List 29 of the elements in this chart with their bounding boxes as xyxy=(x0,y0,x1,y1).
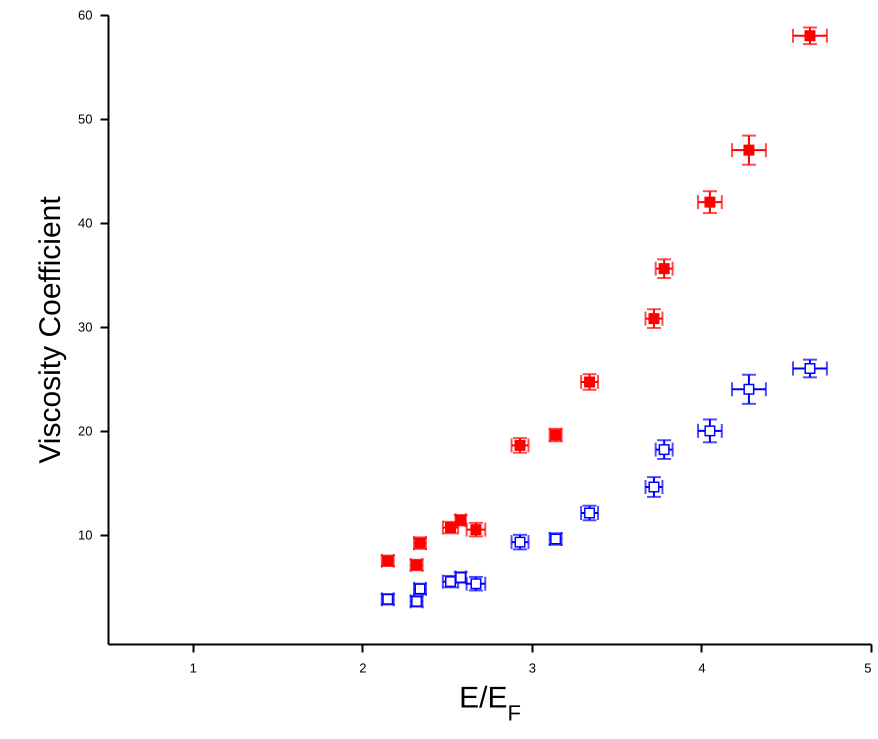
point xyxy=(658,444,670,456)
y-tick-label: 50 xyxy=(78,111,92,126)
y-tick-label: 40 xyxy=(78,215,92,230)
point xyxy=(514,536,526,548)
point xyxy=(514,440,526,451)
point xyxy=(584,376,596,388)
y-tick-label: 30 xyxy=(78,319,92,334)
y-tick-label: 20 xyxy=(78,423,92,438)
y-tick-label: 10 xyxy=(78,527,92,542)
point xyxy=(584,508,596,518)
point xyxy=(704,425,716,436)
point xyxy=(804,30,816,42)
x-tick-label: 2 xyxy=(359,660,366,676)
x-axis-title: E/E$_{F}$ xyxy=(459,682,521,725)
point xyxy=(648,482,660,493)
point xyxy=(470,524,482,536)
x-tick-label: 3 xyxy=(528,660,536,676)
point xyxy=(658,263,670,274)
point xyxy=(648,313,660,324)
point xyxy=(704,196,716,208)
x-tick-label: 4 xyxy=(698,660,706,676)
y-axis-title: Viscosity Coefficient xyxy=(34,196,68,464)
point xyxy=(804,362,816,374)
point xyxy=(470,578,482,590)
x-tick-label: 5 xyxy=(864,660,872,676)
point xyxy=(743,384,754,395)
point xyxy=(743,144,754,156)
y-tick-label: 60 xyxy=(78,8,92,22)
x-tick-label: 1 xyxy=(190,660,197,676)
